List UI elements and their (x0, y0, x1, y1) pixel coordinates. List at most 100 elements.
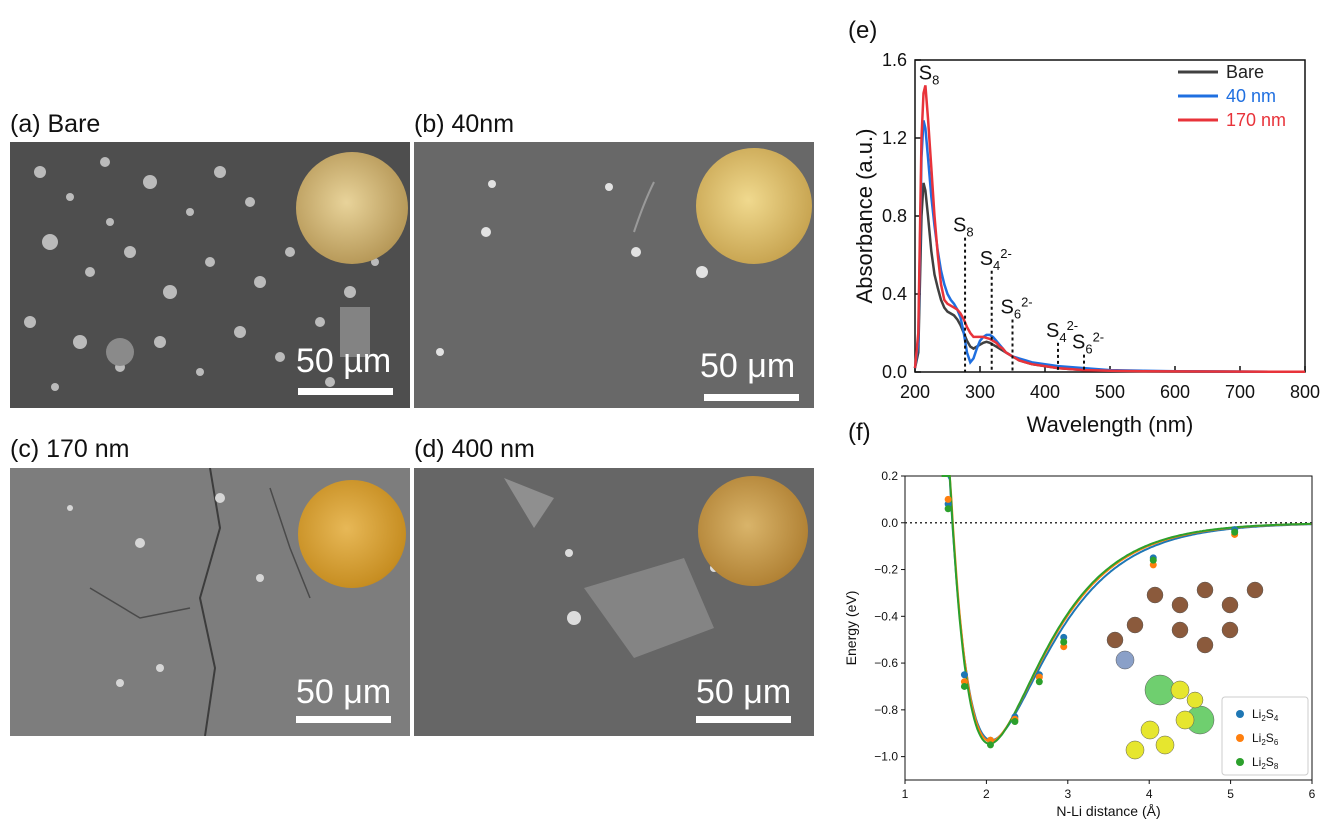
x-tick-label: 4 (1146, 787, 1153, 801)
data-point-Li2S4 (960, 671, 968, 679)
scale-label-d: 50 μm (696, 673, 792, 711)
x-tick-label: 1 (902, 787, 909, 801)
data-point-Li2S4 (1011, 713, 1019, 721)
legend-entry: Li2S8 (1252, 755, 1279, 771)
molecule-atom (1171, 596, 1189, 614)
scale-bar-d (696, 716, 791, 723)
data-point-Li2S8 (986, 741, 994, 749)
sem-image-bare: 50 µm (10, 142, 410, 408)
y-tick-label: 0.2 (881, 469, 898, 483)
legend-marker (1236, 710, 1244, 718)
molecule-atom (1144, 674, 1176, 706)
data-point-Li2S6 (986, 736, 994, 744)
fit-curve-Li2S6 (941, 475, 1312, 743)
x-tick-label: 3 (1064, 787, 1071, 801)
y-tick-label: 0.0 (882, 362, 907, 382)
molecule-atom (1155, 735, 1175, 755)
molecule-atom (1196, 581, 1214, 599)
y-tick-label: −0.2 (874, 563, 898, 577)
x-tick-label: 400 (1030, 382, 1060, 402)
sample-photo-400nm (698, 476, 808, 586)
annotation-label: S42- (1046, 318, 1078, 345)
molecule-atom (1115, 650, 1135, 670)
scale-label-a: 50 µm (296, 342, 392, 380)
y-tick-label: 0.8 (882, 206, 907, 226)
y-tick-label: 1.6 (882, 50, 907, 70)
data-point-Li2S8 (1149, 556, 1157, 564)
data-point-Li2S8 (1060, 638, 1068, 646)
panel-a-label: (a) Bare (10, 110, 101, 138)
molecule-atom (1246, 581, 1264, 599)
sem-image-170nm: 50 μm (10, 468, 410, 736)
legend-box (1221, 696, 1309, 776)
molecule-atom (1106, 631, 1124, 649)
data-point-Li2S4 (1149, 554, 1157, 562)
data-point-Li2S4 (1231, 526, 1239, 534)
panel-b-label: (b) 40nm (414, 110, 515, 138)
legend-entry: Li2S6 (1252, 731, 1279, 747)
data-point-Li2S6 (944, 495, 952, 503)
y-axis-label: Energy (eV) (843, 591, 859, 666)
data-point-Li2S6 (1060, 643, 1068, 651)
x-tick-label: 2 (983, 787, 990, 801)
x-tick-label: 200 (900, 382, 930, 402)
annotation-label: S62- (1072, 330, 1104, 357)
annotation-label: S8 (953, 215, 974, 240)
data-point-Li2S8 (960, 682, 968, 690)
sem-image-400nm: 50 μm (414, 468, 814, 736)
scale-label-c: 50 μm (296, 673, 392, 711)
plot-frame (914, 59, 1306, 373)
series-line-170-nm (913, 85, 1306, 374)
series-line-Bare (913, 182, 1306, 374)
x-tick-label: 300 (965, 382, 995, 402)
data-point-Li2S8 (1035, 678, 1043, 686)
molecule-atom (1196, 636, 1214, 654)
scale-label-b: 50 μm (700, 347, 796, 385)
molecule-atom (1170, 680, 1190, 700)
plot-frame (904, 475, 1313, 781)
x-axis-label: N-Li distance (Å) (1056, 803, 1160, 819)
data-point-Li2S4 (1060, 633, 1068, 641)
annotation-label: S42- (980, 246, 1012, 273)
y-tick-label: 0.0 (881, 516, 898, 530)
data-point-Li2S8 (944, 505, 952, 513)
molecule-atom (1221, 621, 1239, 639)
series-line-40-nm (913, 120, 1306, 374)
scale-bar-c (296, 716, 391, 723)
data-point-Li2S4 (986, 736, 994, 744)
legend-marker (1236, 758, 1244, 766)
y-tick-label: −1.0 (874, 750, 898, 764)
data-point-Li2S6 (1011, 715, 1019, 723)
panel-e-label: (e) (848, 17, 877, 44)
sem-image-40nm: 50 μm (414, 142, 814, 408)
molecule-inset (1106, 581, 1264, 760)
fit-curve-Li2S4 (941, 475, 1312, 742)
data-point-Li2S4 (944, 500, 952, 508)
x-tick-label: 6 (1309, 787, 1316, 801)
y-tick-label: 1.2 (882, 128, 907, 148)
data-point-Li2S6 (1035, 673, 1043, 681)
y-tick-label: −0.8 (874, 703, 898, 717)
y-tick-label: −0.6 (874, 656, 898, 670)
data-point-Li2S4 (1035, 671, 1043, 679)
x-tick-label: 500 (1095, 382, 1125, 402)
x-axis-label: Wavelength (nm) (1027, 412, 1194, 437)
molecule-atom (1175, 710, 1195, 730)
scale-bar-a (298, 388, 393, 395)
molecule-atom (1221, 596, 1239, 614)
molecule-atom (1171, 621, 1189, 639)
legend-entry: 170 nm (1226, 110, 1286, 130)
panel-f-label: (f) (848, 419, 871, 446)
scale-bar-b (704, 394, 799, 401)
molecule-atom (1126, 616, 1144, 634)
sample-photo-170nm (298, 480, 406, 588)
molecule-atom (1140, 720, 1160, 740)
legend-marker (1236, 734, 1244, 742)
sample-photo-bare (296, 152, 408, 264)
annotation-label: S62- (1001, 295, 1033, 322)
data-point-Li2S6 (960, 678, 968, 686)
annotation-label: S8 (919, 63, 940, 88)
molecule-atom (1185, 705, 1215, 735)
x-tick-label: 5 (1227, 787, 1234, 801)
legend-entry: Li2S4 (1252, 707, 1279, 723)
